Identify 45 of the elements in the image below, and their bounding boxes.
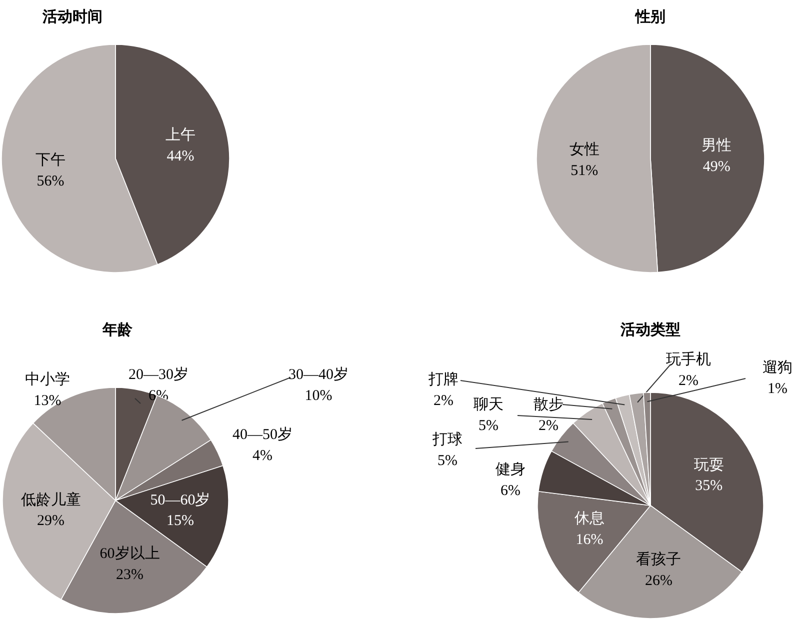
slice-label: 30—40岁 — [288, 366, 348, 384]
slice-label: 中小学 — [25, 371, 70, 388]
slice-label: 休息 — [574, 510, 605, 528]
slice-label: 低龄儿童 — [20, 491, 81, 508]
slice-label: 聊天 — [474, 396, 504, 414]
data-label: 6% — [500, 482, 520, 499]
slice-label: 玩耍 — [694, 457, 724, 474]
slice-label: 下午 — [36, 151, 66, 168]
data-label: 51% — [570, 162, 598, 179]
slice-label: 50—60岁 — [150, 491, 210, 508]
slice-label: 女性 — [569, 141, 600, 158]
slice-label: 60岁以上 — [100, 545, 160, 562]
data-label: 44% — [166, 148, 194, 165]
slice-label: 上午 — [165, 126, 196, 144]
data-label: 49% — [702, 158, 730, 175]
chart-title: 活动类型 — [620, 322, 680, 338]
data-label: 1% — [768, 380, 788, 397]
chart-title: 年龄 — [102, 322, 134, 338]
slice-label: 看孩子 — [636, 551, 682, 568]
data-label: 23% — [116, 566, 144, 583]
data-label: 56% — [36, 173, 64, 190]
slice-label: 玩手机 — [666, 351, 711, 368]
data-label: 5% — [438, 452, 458, 469]
data-label: 29% — [37, 513, 65, 530]
slice-label: 40—50岁 — [232, 426, 292, 444]
slice-label: 打牌 — [428, 371, 458, 388]
data-label: 16% — [576, 532, 604, 548]
data-label: 2% — [434, 392, 454, 409]
slice-label: 20—30岁 — [128, 366, 188, 384]
chart-title: 活动时间 — [42, 8, 102, 26]
slice-label: 散步 — [534, 396, 564, 414]
chart-title: 性别 — [634, 8, 666, 26]
data-label: 13% — [34, 392, 62, 409]
data-label: 15% — [166, 513, 194, 530]
data-label: 10% — [304, 388, 332, 404]
slice-label: 打球 — [432, 431, 462, 448]
data-label: 35% — [695, 478, 723, 494]
data-label: 26% — [644, 572, 672, 589]
data-label: 5% — [478, 418, 498, 434]
data-label: 2% — [538, 418, 558, 434]
data-label: 4% — [252, 448, 272, 464]
slice-label: 男性 — [702, 137, 732, 154]
slice-label: 遛狗 — [762, 359, 792, 376]
slice-label: 健身 — [496, 461, 526, 478]
data-label: 2% — [678, 372, 698, 389]
